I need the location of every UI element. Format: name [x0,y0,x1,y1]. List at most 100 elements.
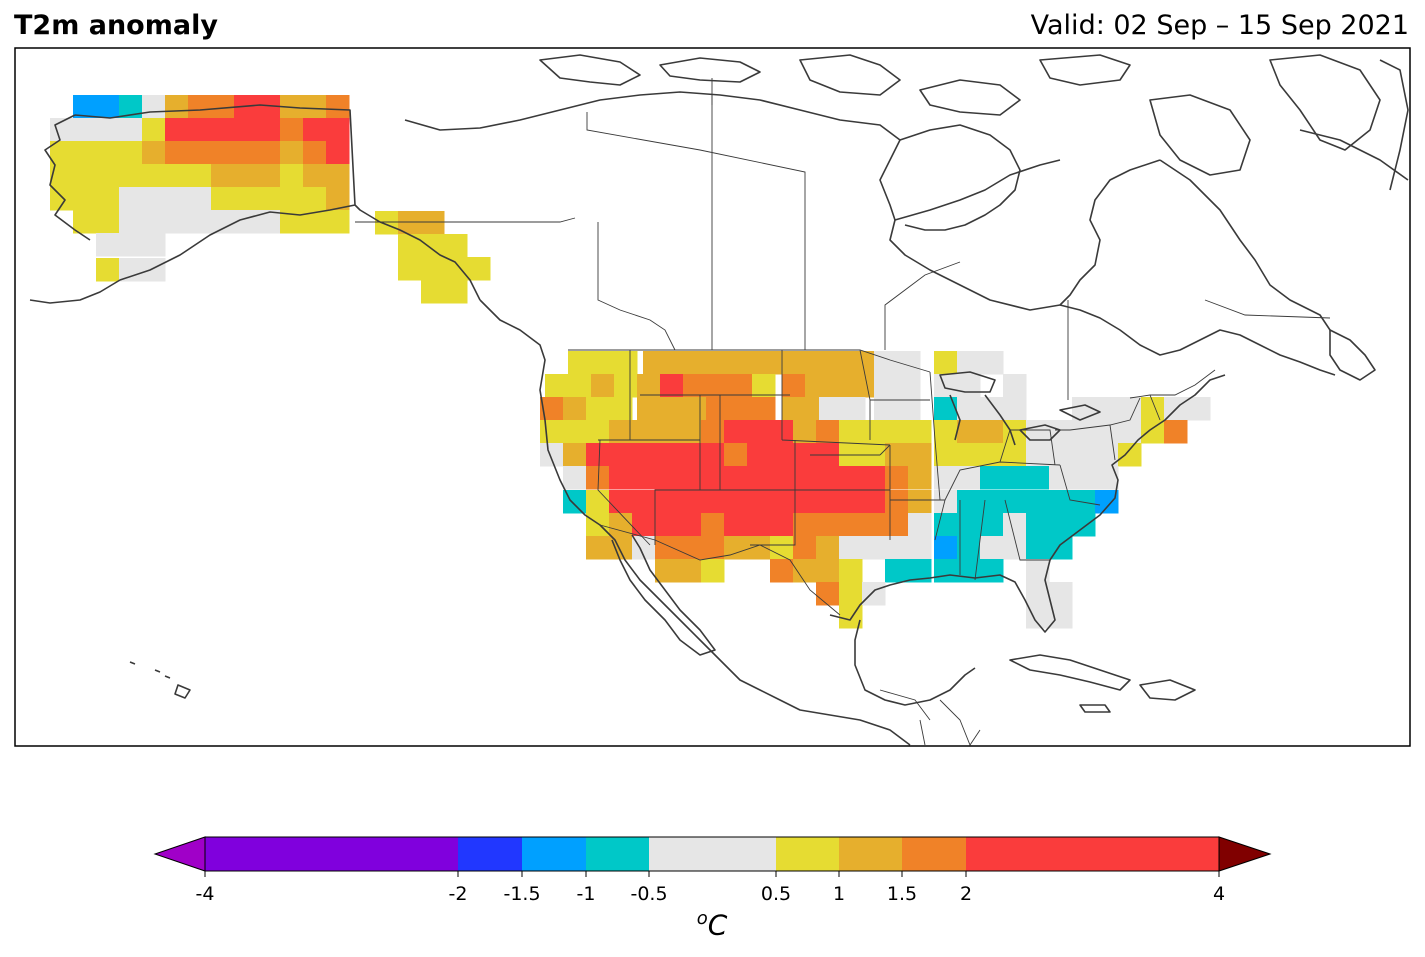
anomaly-cell [816,513,840,537]
anomaly-cell [655,420,679,444]
anomaly-cell [957,443,981,467]
anomaly-cell [885,443,909,467]
anomaly-cell [934,559,958,583]
anomaly-cell [980,351,1004,375]
anomaly-cell [119,233,143,257]
anomaly-cell [839,582,863,606]
anomaly-cell [957,513,981,537]
anomaly-cell [421,280,445,304]
anomaly-cell [326,118,350,142]
anomaly-cell [729,397,753,421]
anomaly-cell [885,420,909,444]
anomaly-cell [701,513,725,537]
anomaly-cell [1026,513,1050,537]
anomaly-cell [712,351,736,375]
anomaly-cell [1118,397,1142,421]
anomaly-cell [839,536,863,560]
anomaly-cell [234,187,258,211]
anomaly-cell [793,420,817,444]
anomaly-cell [165,141,189,165]
anomaly-cell [747,420,771,444]
anomaly-cell [660,397,684,421]
anomaly-cell [632,466,656,490]
anomaly-cell [729,374,753,398]
anomaly-cell [211,187,235,211]
anomaly-cell [980,490,1004,514]
anomaly-cell [96,118,120,142]
anomaly-cell [724,466,748,490]
colorbar-bin-6 [839,837,902,871]
anomaly-cell [839,420,863,444]
anomaly-cell [1072,443,1096,467]
anomaly-cell [398,211,422,235]
anomaly-cell [908,443,932,467]
anomaly-cell [1072,490,1096,514]
anomaly-cell [980,536,1004,560]
anomaly-cell [326,141,350,165]
anomaly-cell [188,141,212,165]
anomaly-cell [632,420,656,444]
anomaly-cell [609,420,633,444]
anomaly-cell [655,466,679,490]
anomaly-cell [563,420,587,444]
anomaly-cell [724,536,748,560]
colorbar-unit: oC [697,908,728,941]
anomaly-cell [862,536,886,560]
anomaly-cell [980,443,1004,467]
anomaly-cell [188,118,212,142]
anomaly-cell [96,95,120,119]
anomaly-cell [839,490,863,514]
anomaly-cell [934,374,958,398]
anomaly-cell [842,397,866,421]
anomaly-cell [701,420,725,444]
anomaly-cell [211,141,235,165]
colorbar-tick-label: 0.5 [760,883,792,905]
anomaly-cell [816,582,840,606]
anomaly-cell [796,397,820,421]
anomaly-cell [655,490,679,514]
anomaly-cell [398,257,422,281]
colorbar-tick-label: 4 [1212,883,1226,905]
anomaly-cell [957,351,981,375]
anomaly-cell [980,397,1004,421]
anomaly-cell [586,443,610,467]
anomaly-cell [73,164,97,188]
colorbar-bin-7 [902,837,966,871]
anomaly-cell [934,397,958,421]
anomaly-cell [1072,466,1096,490]
anomaly-cell [934,351,958,375]
anomaly-cell [326,95,350,119]
anomaly-cell [793,513,817,537]
colorbar-tick-label: 1 [832,883,846,905]
anomaly-cell [678,536,702,560]
colorbar-tick-label: 1.5 [886,883,918,905]
colorbar-tick-label: -1.5 [503,883,541,905]
anomaly-cell [188,187,212,211]
colorbar-over-arrow [1218,836,1272,872]
anomaly-cell [747,443,771,467]
anomaly-cell [747,466,771,490]
colorbar-tick-label: -1 [576,883,596,905]
anomaly-cell [770,513,794,537]
anomaly-cell [1026,605,1050,629]
anomaly-cell [540,420,564,444]
anomaly-cell [545,374,569,398]
anomaly-cell [1049,420,1073,444]
anomaly-cell [467,257,491,281]
anomaly-cell [908,420,932,444]
anomaly-cell [50,187,74,211]
anomaly-cell [678,559,702,583]
anomaly-cell [770,536,794,560]
anomaly-cell [793,536,817,560]
anomaly-cell [586,513,610,537]
anomaly-cell [444,234,468,258]
anomaly-cell [1003,374,1027,398]
anomaly-cell [188,164,212,188]
anomaly-cell [828,351,852,375]
anomaly-cell [609,513,633,537]
anomaly-cell [257,164,281,188]
anomaly-cell [862,420,886,444]
anomaly-cell [701,443,725,467]
anomaly-cell [1003,536,1027,560]
anomaly-cell [819,397,843,421]
